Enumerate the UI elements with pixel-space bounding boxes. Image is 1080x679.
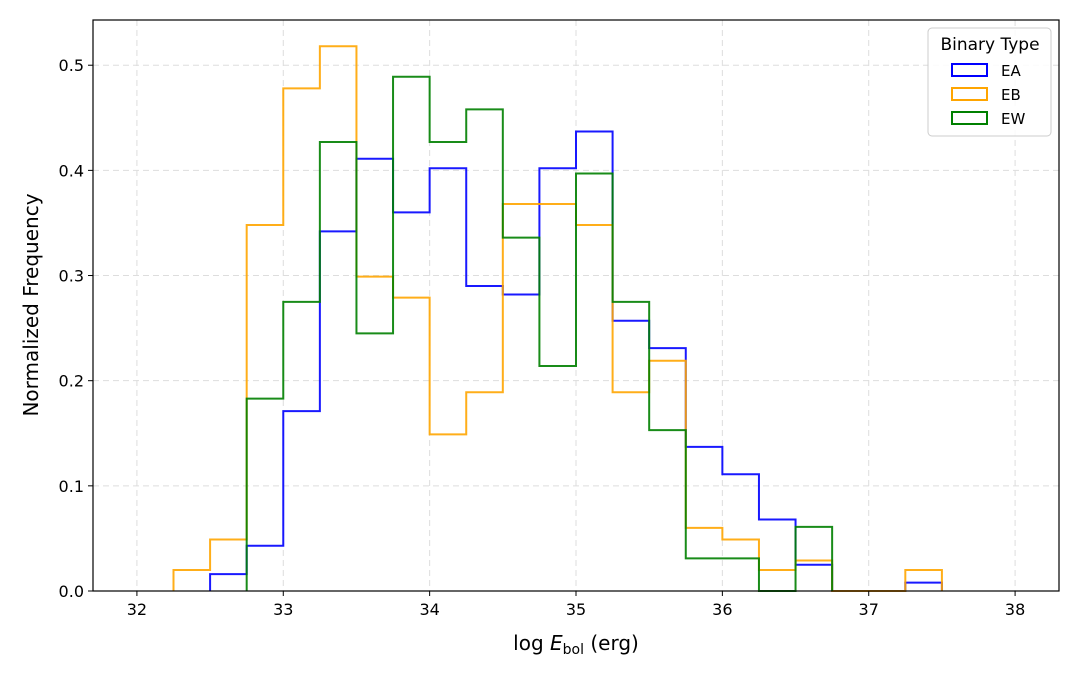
x-tick-label: 35 <box>566 600 586 619</box>
y-tick-label: 0.2 <box>59 372 84 391</box>
legend-label-ew: EW <box>1001 110 1025 128</box>
legend-box <box>927 27 1052 137</box>
x-tick-label: 38 <box>1005 600 1025 619</box>
legend: Binary Type EA EB EW <box>927 27 1052 137</box>
x-tick-label: 37 <box>859 600 879 619</box>
x-axis-label: log Ebol (erg) <box>513 631 639 658</box>
y-axis: 0.0 0.1 0.2 0.3 0.4 0.5 <box>59 56 93 601</box>
x-tick-label: 32 <box>127 600 147 619</box>
series-eb-step <box>172 45 943 592</box>
y-tick-label: 0.3 <box>59 267 84 286</box>
legend-label-ea: EA <box>1001 62 1021 80</box>
grid <box>93 20 1059 592</box>
legend-swatch-ea <box>951 63 988 77</box>
y-tick-label: 0.1 <box>59 477 84 496</box>
histogram-series <box>172 45 943 592</box>
y-axis-label: Normalized Frequency <box>19 193 43 416</box>
y-tick-label: 0.4 <box>59 161 84 180</box>
legend-swatch-ew <box>951 111 988 125</box>
x-axis: 32 33 34 35 36 37 38 <box>127 591 1025 619</box>
legend-label-eb: EB <box>1001 86 1021 104</box>
legend-swatch-eb <box>951 87 988 101</box>
x-tick-label: 34 <box>419 600 439 619</box>
y-tick-label: 0.0 <box>59 582 84 601</box>
y-tick-label: 0.5 <box>59 56 84 75</box>
series-ew-step <box>245 75 834 592</box>
legend-title: Binary Type <box>940 35 1039 55</box>
x-tick-label: 33 <box>273 600 293 619</box>
x-tick-label: 36 <box>712 600 732 619</box>
